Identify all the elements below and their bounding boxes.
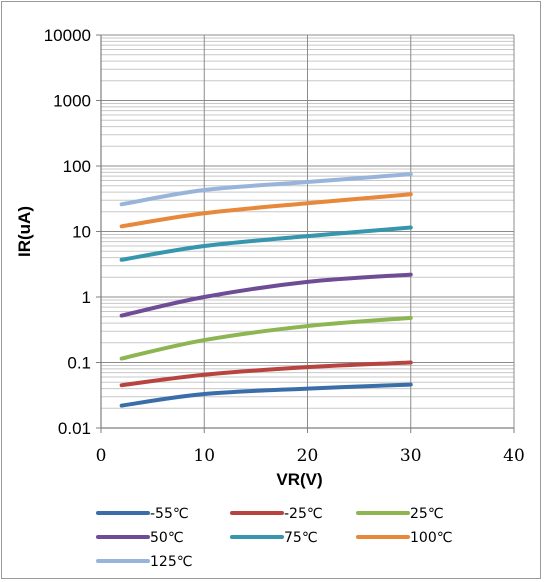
series-line-4 [119,225,413,262]
legend-label-3: 50℃ [150,530,184,546]
x-axis-title: VR(V) [276,470,322,489]
legend-label-2: 25℃ [410,506,444,522]
legend-label-4: 75℃ [284,530,318,546]
y-tick-label: 1 [82,288,91,307]
legend-label-5: 100℃ [410,530,452,546]
series-line-3 [119,272,413,318]
x-tick-label: 0 [96,446,107,466]
y-axis-title: IR(uA) [15,206,34,257]
y-tick-label: 10000 [44,26,91,45]
x-tick-label: 30 [400,446,422,466]
y-tick-label: 100 [63,157,91,176]
y-tick-label: 10 [72,223,91,242]
series-line-0 [119,382,413,408]
legend: -55℃ -25℃ 25℃ 50℃ 75℃ 100℃ 125℃ [96,506,452,570]
y-tick-label: 0.1 [67,354,91,373]
x-tick-label: 10 [193,446,215,466]
series-line-6 [119,172,413,207]
series-layer [119,172,413,408]
axis-layer: 10000 1000 100 10 1 0.1 0.01 0 10 20 30 40 [44,26,525,466]
x-tick-label: 20 [297,446,319,466]
y-tick-label: 0.01 [58,419,91,438]
legend-label-6: 125℃ [150,554,192,570]
legend-label-0: -55℃ [150,506,189,522]
series-line-2 [119,315,413,361]
x-tick-label: 40 [503,446,525,466]
series-line-1 [119,360,413,388]
series-line-5 [119,192,413,229]
legend-label-1: -25℃ [284,506,323,522]
y-tick-label: 1000 [53,92,91,111]
grid-layer [100,34,515,429]
